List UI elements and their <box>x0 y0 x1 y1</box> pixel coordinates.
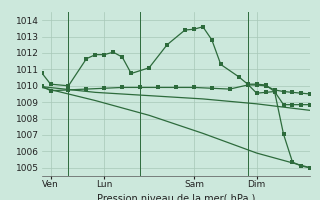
X-axis label: Pression niveau de la mer( hPa ): Pression niveau de la mer( hPa ) <box>97 193 255 200</box>
